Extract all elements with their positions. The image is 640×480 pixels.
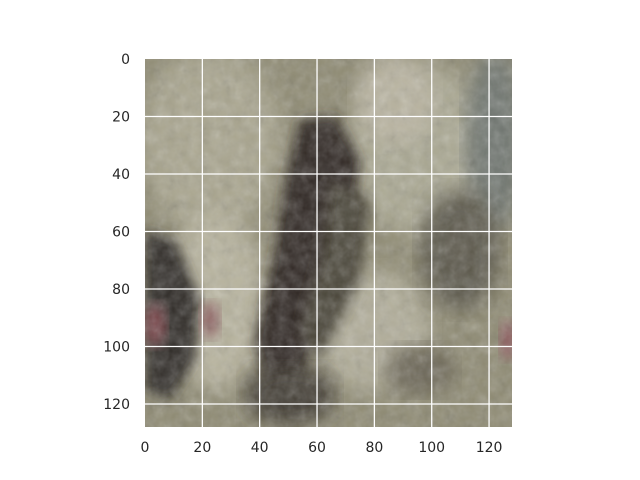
y-tick-label: 20 bbox=[112, 110, 130, 126]
grid-lines bbox=[145, 59, 512, 427]
y-tick-label: 40 bbox=[112, 167, 130, 183]
x-tick-label: 100 bbox=[418, 440, 445, 456]
y-tick-label: 60 bbox=[112, 225, 130, 241]
x-tick-label: 80 bbox=[365, 440, 383, 456]
x-tick-label: 20 bbox=[193, 440, 211, 456]
x-tick-label: 0 bbox=[141, 440, 150, 456]
y-tick-label: 100 bbox=[103, 340, 130, 356]
x-tick-label: 120 bbox=[476, 440, 503, 456]
y-axis: 0 20 40 60 80 100 120 bbox=[103, 52, 130, 413]
x-tick-label: 40 bbox=[251, 440, 269, 456]
photo-image bbox=[145, 59, 512, 427]
x-tick-label: 60 bbox=[308, 440, 326, 456]
y-tick-label: 0 bbox=[121, 52, 130, 68]
x-axis: 0 20 40 60 80 100 120 bbox=[141, 440, 503, 456]
y-tick-label: 120 bbox=[103, 397, 130, 413]
y-tick-label: 80 bbox=[112, 282, 130, 298]
